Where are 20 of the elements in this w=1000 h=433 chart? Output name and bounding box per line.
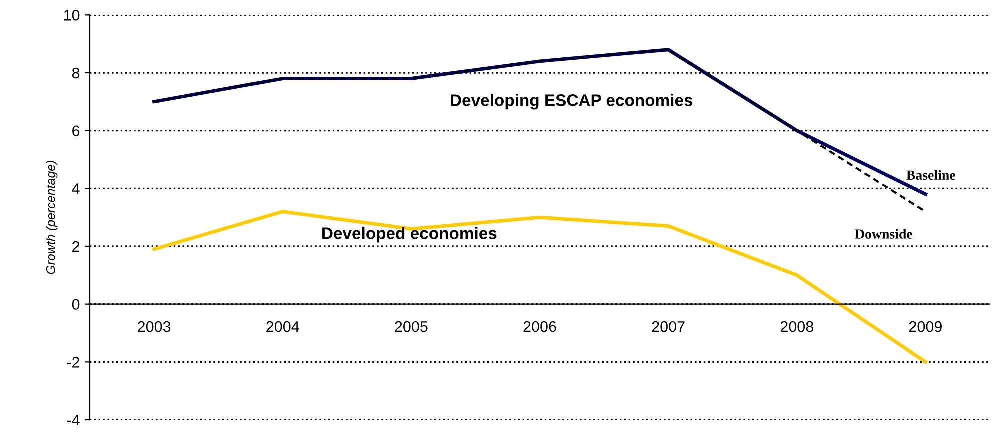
y-tick-label: -2 (67, 357, 80, 368)
x-tick-label: 2009 (909, 321, 942, 332)
series-label: Downside (855, 229, 912, 239)
y-tick-label: 2 (72, 241, 80, 252)
series-label: Developed economies (322, 227, 497, 243)
series-label: Developing ESCAP economies (451, 94, 693, 110)
y-axis-title: Growth (percentage) (46, 161, 58, 274)
x-tick-label: 2008 (780, 321, 814, 332)
y-tick-label: 4 (72, 184, 80, 194)
y-tick-label: -4 (67, 415, 80, 426)
y-tick-label: 0 (72, 299, 80, 310)
annotation: Baseline (906, 170, 956, 180)
y-tick-label: 10 (64, 10, 80, 21)
x-tick-label: 2005 (395, 321, 428, 332)
y-tick-label: 8 (72, 68, 80, 79)
x-tick-label: 2006 (524, 321, 556, 332)
x-tick-label: 2003 (138, 321, 171, 332)
x-tick-label: 2007 (652, 321, 685, 332)
x-tick-label: 2004 (266, 321, 300, 332)
y-tick-label: 6 (72, 126, 80, 137)
